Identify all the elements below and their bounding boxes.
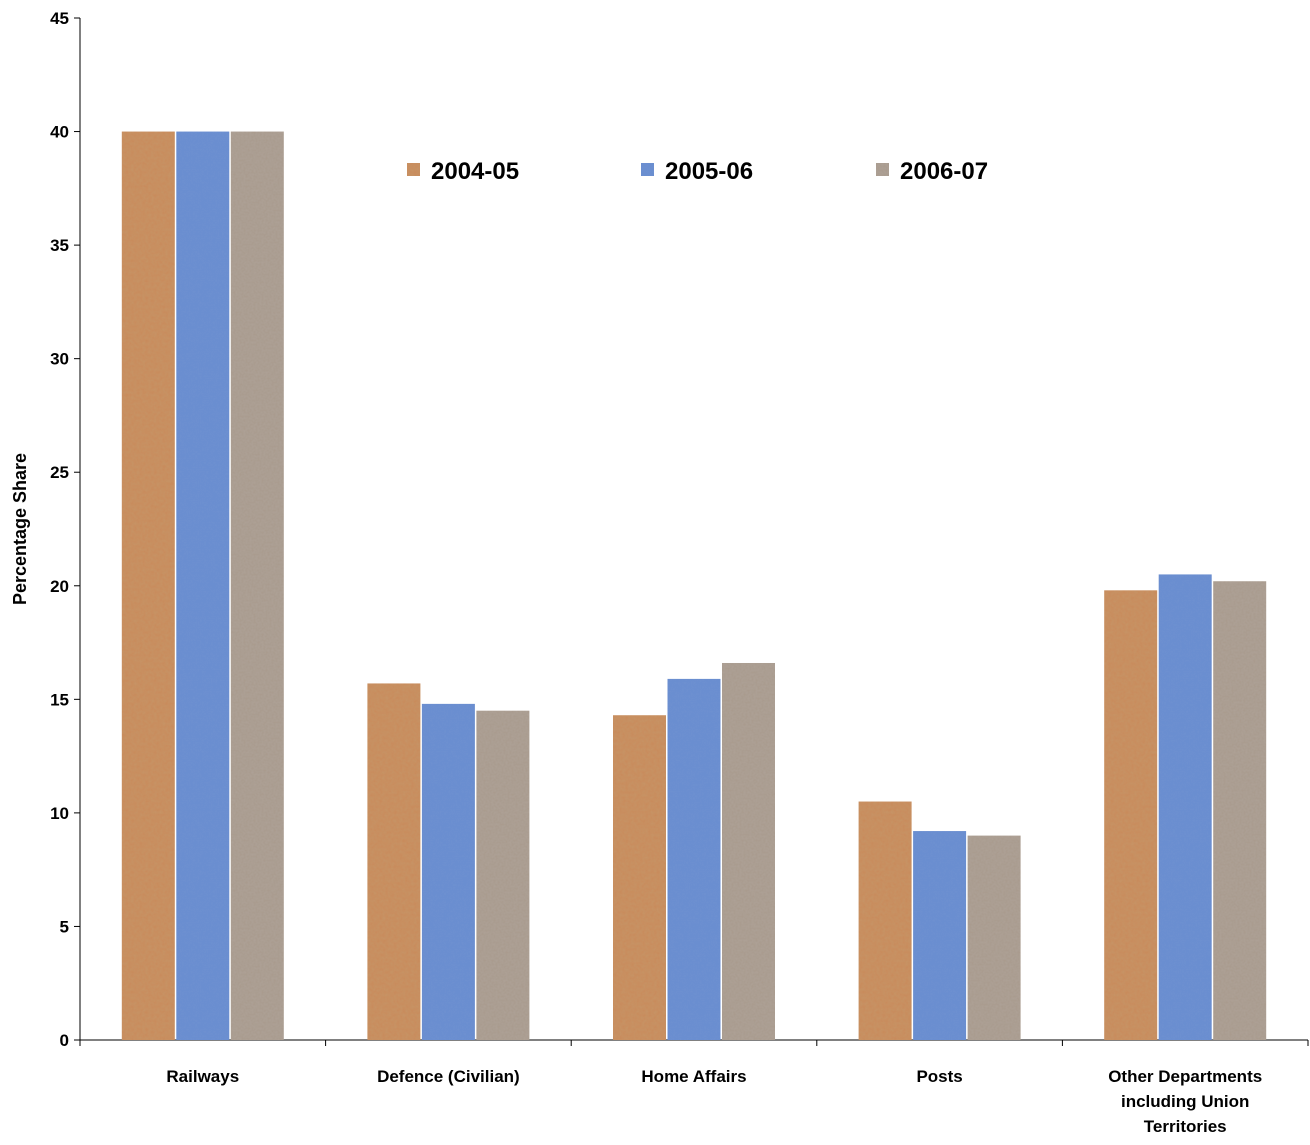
y-tick-label: 45 [50,9,69,28]
bar-2006-07-0 [230,131,284,1041]
category-label: Railways [166,1067,239,1086]
y-tick-label: 10 [50,804,69,823]
bar-2004-05-0 [121,131,175,1041]
bar-2005-06-1 [421,703,475,1040]
y-tick-label: 0 [60,1031,69,1050]
bar-2005-06-3 [913,831,967,1040]
bar-2004-05-3 [858,801,912,1040]
category-label: including Union [1121,1092,1249,1111]
legend-swatch [407,163,420,176]
bar-2005-06-2 [667,678,721,1040]
bar-2004-05-2 [613,715,666,1040]
x-axis: Railways Defence (Civilian) Home Affairs Po… [79,1039,1309,1136]
legend-swatch [641,163,654,176]
y-tick-label: 25 [50,463,69,482]
category-label: Other Departments [1108,1067,1262,1086]
y-tick-label: 5 [60,917,69,936]
y-tick-label: 15 [50,690,69,709]
y-tick-label: 35 [50,236,69,255]
y-tick-label: 40 [50,123,69,142]
category-label: Territories [1144,1117,1227,1136]
bar-2006-07-2 [722,662,775,1040]
legend-label: 2006-07 [900,158,988,185]
legend: 2004-05 2005-06 2006-07 [407,158,988,185]
legend-label: 2004-05 [431,158,519,185]
bar-2006-07-3 [967,835,1021,1040]
legend-label: 2005-06 [665,158,753,185]
y-axis-title: Percentage Share [10,453,30,605]
y-axis: 0 5 10 15 20 25 30 35 40 45 [50,9,81,1050]
legend-swatch [876,163,889,176]
bar-2006-07-4 [1213,581,1267,1040]
bar-2005-06-4 [1158,574,1212,1040]
category-label: Posts [916,1067,962,1086]
category-label: Home Affairs [641,1067,746,1086]
bar-2004-05-1 [367,683,421,1040]
bar-2006-07-1 [476,710,530,1040]
bar-2004-05-4 [1104,590,1158,1040]
y-tick-label: 20 [50,577,69,596]
bars [121,131,1267,1041]
y-tick-label: 30 [50,350,69,369]
category-label: Defence (Civilian) [377,1067,520,1086]
bar-2005-06-0 [176,131,230,1041]
